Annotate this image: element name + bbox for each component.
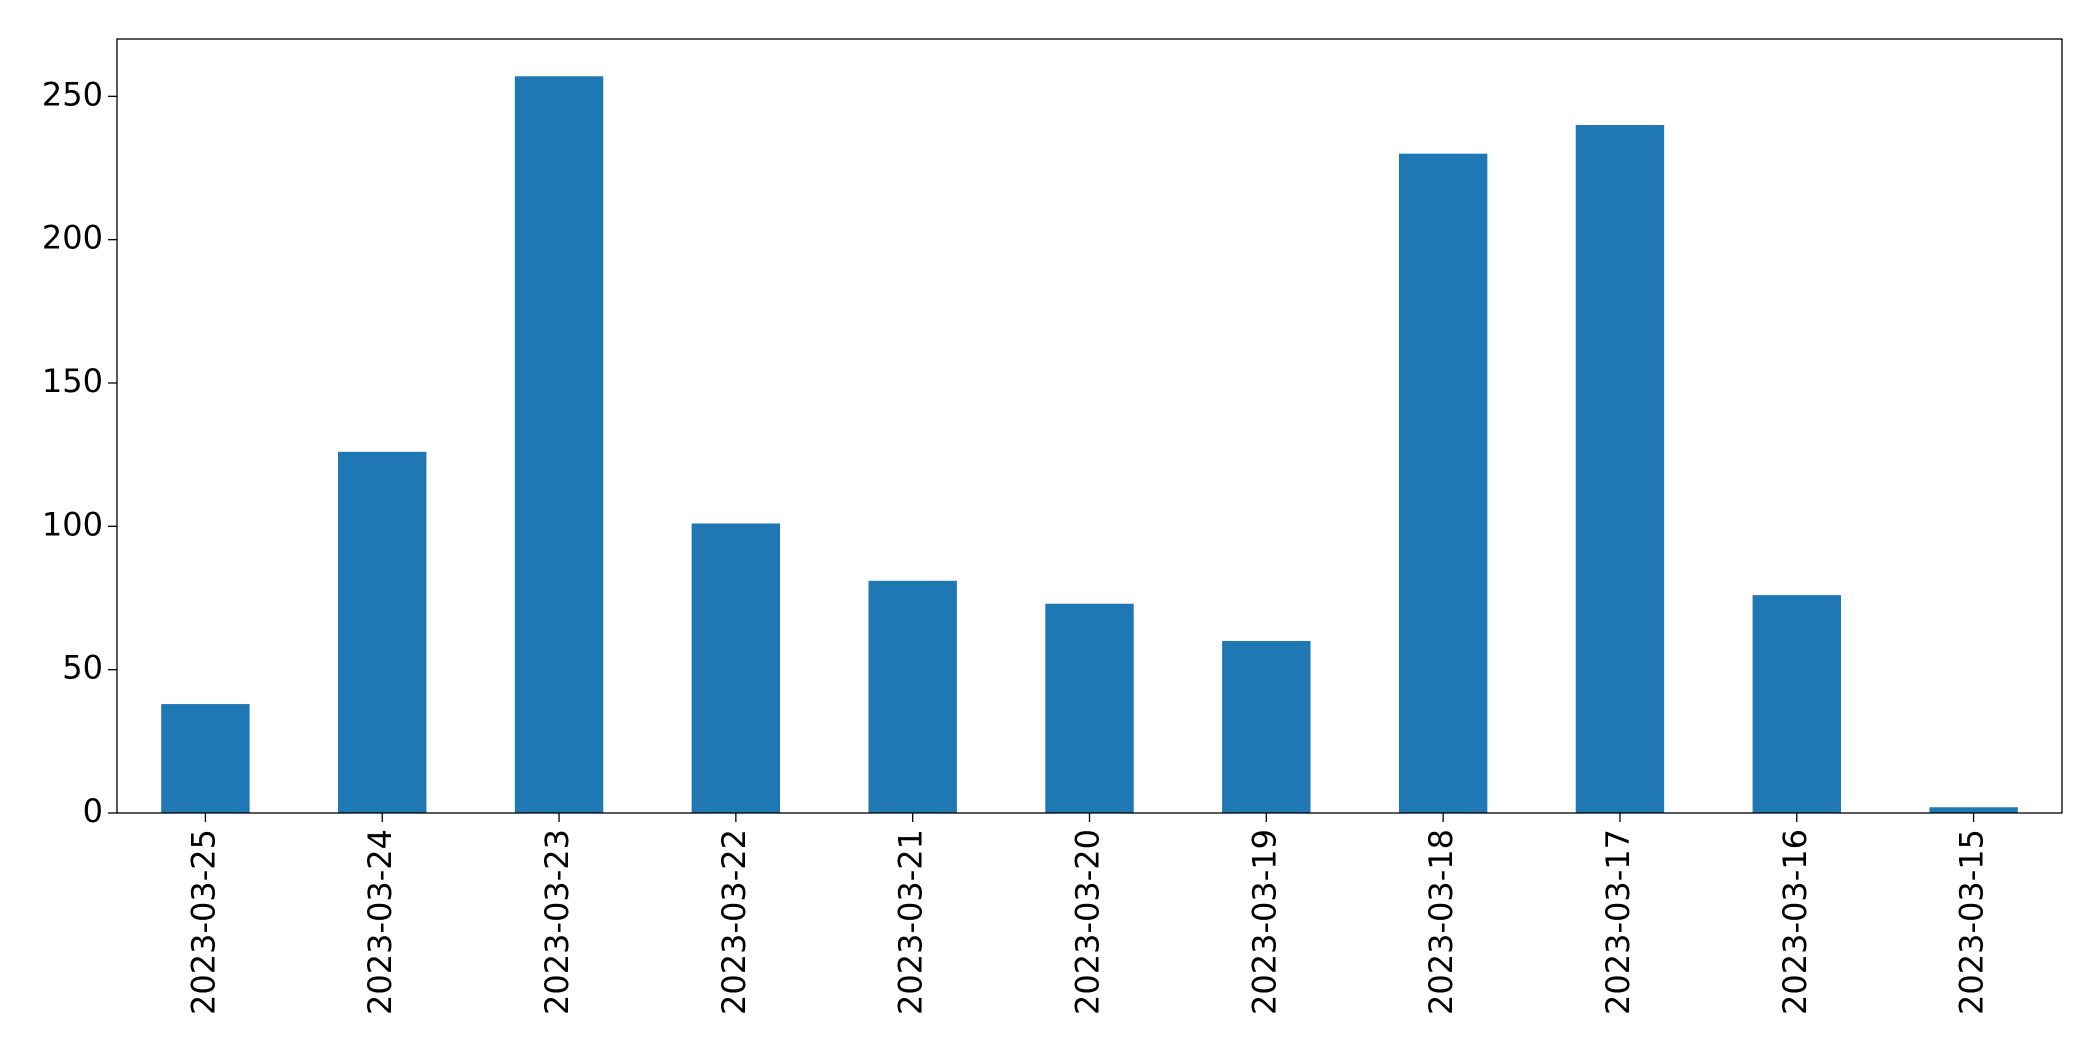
bar <box>691 523 781 813</box>
x-tick-label: 2023-03-16 <box>1776 829 1814 1015</box>
bar <box>1045 603 1134 813</box>
y-tick-label: 0 <box>83 792 103 830</box>
x-tick-label: 2023-03-19 <box>1245 829 1283 1015</box>
x-tick-label: 2023-03-20 <box>1069 829 1107 1015</box>
y-tick-label: 250 <box>42 75 103 113</box>
bar <box>1752 595 1841 813</box>
y-tick-label: 50 <box>62 649 103 687</box>
x-tick-label: 2023-03-24 <box>361 829 399 1015</box>
x-tick-label: 2023-03-17 <box>1599 829 1637 1015</box>
y-tick-label: 100 <box>42 505 103 543</box>
bar <box>338 451 427 813</box>
bar <box>161 704 250 813</box>
x-tick-label: 2023-03-18 <box>1422 829 1460 1015</box>
bar <box>1929 807 2018 813</box>
bar <box>1222 641 1311 813</box>
plot-frame <box>116 38 2063 814</box>
bar <box>868 580 957 813</box>
y-tick-label: 200 <box>42 219 103 257</box>
x-tick-label: 2023-03-21 <box>892 829 930 1015</box>
bar <box>514 76 604 814</box>
x-tick-label: 2023-03-25 <box>184 829 222 1015</box>
bar <box>1575 125 1665 813</box>
x-tick-label: 2023-03-22 <box>715 829 753 1015</box>
bar <box>1398 153 1488 813</box>
x-tick-label: 2023-03-15 <box>1953 829 1991 1015</box>
x-tick-label: 2023-03-23 <box>538 829 576 1015</box>
y-tick-label: 150 <box>42 362 103 400</box>
